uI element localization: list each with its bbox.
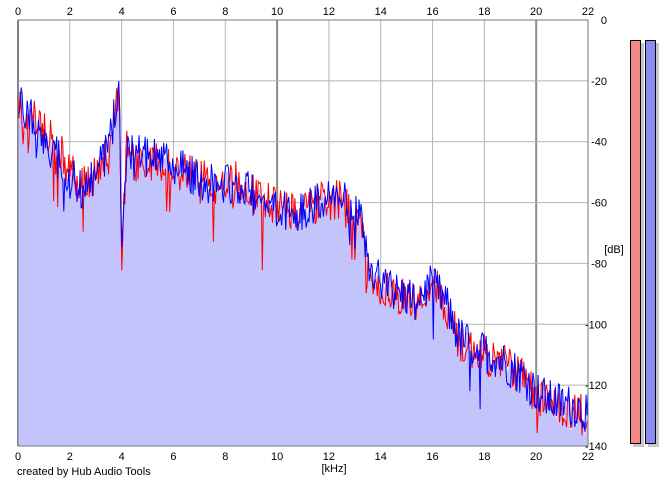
x-tick-label-top: 0	[15, 6, 21, 18]
left-channel-meter-fill	[631, 41, 640, 443]
x-axis-label: [kHz]	[321, 463, 346, 475]
y-tick-label: -80	[591, 258, 607, 270]
y-tick-label: -40	[591, 137, 607, 149]
x-tick-label-top: 16	[426, 6, 438, 18]
left-channel-meter	[630, 40, 641, 444]
x-tick-label-top: 8	[222, 6, 228, 18]
credit-text: created by Hub Audio Tools	[17, 466, 151, 478]
blue-series-line	[17, 81, 589, 432]
y-tick-label: -20	[591, 76, 607, 88]
x-tick-label-top: 6	[170, 6, 176, 18]
plot-frame	[17, 19, 589, 447]
right-channel-meter	[645, 40, 656, 444]
x-tick-label-bottom: 18	[478, 451, 490, 463]
x-tick-label-top: 18	[478, 6, 490, 18]
x-tick-label-top: 14	[375, 6, 387, 18]
x-tick-label-bottom: 14	[375, 451, 387, 463]
y-tick-label: -140	[585, 441, 607, 453]
x-tick-label-top: 12	[323, 6, 335, 18]
x-tick-label-bottom: 10	[271, 451, 283, 463]
x-tick-label-bottom: 20	[530, 451, 542, 463]
x-tick-label-bottom: 0	[15, 451, 21, 463]
x-tick-label-bottom: 12	[323, 451, 335, 463]
y-tick-label: -60	[591, 198, 607, 210]
x-tick-label-bottom: 8	[222, 451, 228, 463]
x-tick-label-top: 10	[271, 6, 283, 18]
x-tick-label-bottom: 16	[426, 451, 438, 463]
y-tick-label: 0	[601, 15, 607, 27]
y-axis-label: [dB]	[604, 244, 624, 256]
x-tick-label-bottom: 22	[582, 451, 594, 463]
right-channel-meter-fill	[646, 41, 655, 443]
x-tick-label-bottom: 4	[119, 451, 125, 463]
x-tick-label-bottom: 2	[67, 451, 73, 463]
x-tick-label-top: 22	[582, 6, 594, 18]
x-tick-label-top: 4	[119, 6, 125, 18]
y-tick-label: -100	[585, 319, 607, 331]
x-tick-label-top: 20	[530, 6, 542, 18]
x-tick-label-top: 2	[67, 6, 73, 18]
y-tick-label: -120	[585, 380, 607, 392]
spectrum-fill-area	[18, 87, 588, 446]
x-tick-label-bottom: 6	[170, 451, 176, 463]
